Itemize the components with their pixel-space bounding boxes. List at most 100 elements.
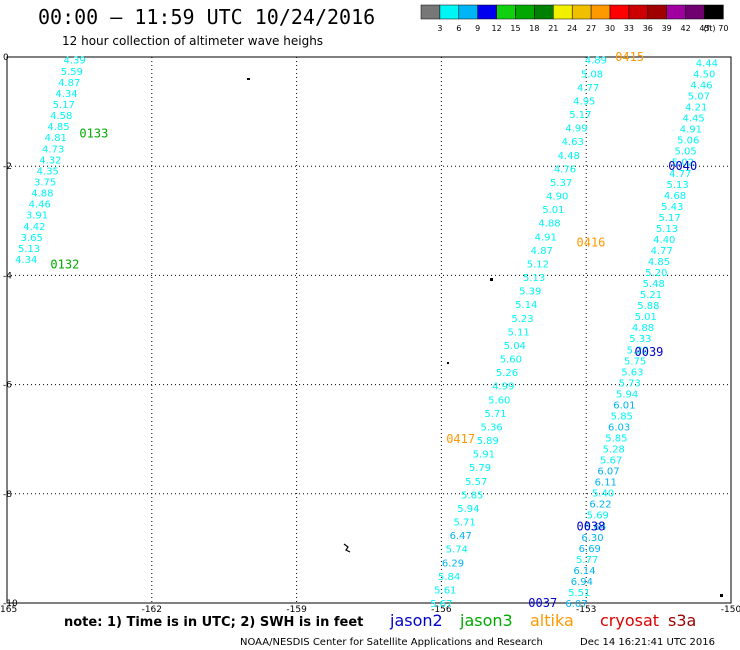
x-tick-label: -165 bbox=[0, 605, 17, 615]
colorbar-label: 39 bbox=[662, 24, 672, 33]
island-marker bbox=[447, 362, 449, 364]
swh-value: 4.44 bbox=[696, 59, 718, 70]
swh-value: 5.06 bbox=[677, 136, 699, 147]
swh-value: 4.34 bbox=[55, 89, 77, 100]
colorbar-swatch bbox=[590, 4, 611, 20]
plot-frame bbox=[6, 56, 732, 604]
swh-value: 5.04 bbox=[504, 341, 526, 352]
colorbar-swatch bbox=[420, 4, 441, 20]
swh-value: 5.28 bbox=[603, 445, 625, 456]
satellite-legend: jason2 jason3 altika cryosat s3a bbox=[389, 611, 696, 630]
swh-value: 5.13 bbox=[666, 180, 688, 191]
swh-value: 5.01 bbox=[542, 205, 564, 216]
swh-value: 5.05 bbox=[674, 147, 696, 158]
swh-value: 5.94 bbox=[457, 504, 479, 515]
island-markers bbox=[247, 78, 723, 597]
swh-value: 5.17 bbox=[569, 110, 591, 121]
x-tick-label: -159 bbox=[286, 605, 307, 615]
swh-value: 4.50 bbox=[693, 70, 715, 81]
x-tick-label: -156 bbox=[431, 605, 452, 615]
time-label: 0415 bbox=[615, 50, 644, 64]
swh-value: 5.84 bbox=[438, 572, 460, 583]
swh-value: 4.95 bbox=[573, 97, 595, 108]
legend-item-jason3: jason3 bbox=[459, 611, 513, 630]
swh-value: 5.73 bbox=[619, 378, 641, 389]
y-tick-label: -8 bbox=[3, 490, 12, 500]
swh-value: 5.85 bbox=[605, 434, 627, 445]
swh-value: 4.46 bbox=[690, 81, 712, 92]
swh-value: 4.77 bbox=[651, 246, 673, 257]
swh-value: 6.30 bbox=[581, 533, 603, 544]
colorbar-swatch bbox=[515, 4, 535, 20]
swh-value: 5.23 bbox=[511, 314, 533, 325]
swh-value: 4.34 bbox=[15, 255, 37, 266]
y-tick-label: 0 bbox=[3, 53, 9, 63]
swh-value: 5.79 bbox=[469, 463, 491, 474]
swh-value: 6.14 bbox=[573, 566, 595, 577]
swh-value: 5.01 bbox=[635, 312, 657, 323]
swh-value: 5.33 bbox=[629, 334, 651, 345]
colorbar-label: 45 bbox=[699, 24, 709, 33]
colorbar-legend: 3 6 9 12 15 18 21 24 27 30 33 36 39 42 45 70(ft) bbox=[420, 4, 728, 33]
swh-value: 5.08 bbox=[581, 69, 603, 80]
swh-value: 5.77 bbox=[576, 555, 598, 566]
colorbar-label: 42 bbox=[681, 24, 691, 33]
swh-value: 4.87 bbox=[531, 246, 553, 257]
swh-value: 5.69 bbox=[587, 511, 609, 522]
colorbar-swatch bbox=[685, 4, 705, 20]
colorbar-swatch bbox=[553, 4, 573, 20]
swh-value: 4.76 bbox=[554, 164, 576, 175]
grid-lines bbox=[7, 57, 731, 603]
x-tick-label: -162 bbox=[142, 605, 162, 615]
swh-value: 4.39 bbox=[63, 56, 85, 67]
swh-value: 6.69 bbox=[579, 544, 601, 555]
x-tick-label: -150 bbox=[721, 605, 740, 615]
colorbar-label: 9 bbox=[475, 24, 480, 33]
time-label: 0133 bbox=[79, 126, 108, 140]
swh-value: 5.07 bbox=[688, 92, 710, 103]
swh-value: 6.22 bbox=[589, 500, 611, 511]
swh-value: 4.99 bbox=[492, 382, 514, 393]
colorbar-swatch bbox=[534, 4, 554, 20]
note-text: note: 1) Time is in UTC; 2) SWH is in fe… bbox=[64, 615, 363, 630]
swh-value: 4.35 bbox=[37, 166, 59, 177]
swh-value: 4.89 bbox=[585, 56, 607, 67]
swh-value: 4.81 bbox=[45, 133, 67, 144]
colorbar-label: 6 bbox=[456, 24, 461, 33]
swh-value: 6.11 bbox=[595, 478, 617, 489]
swh-value: 5.85 bbox=[611, 412, 633, 423]
legend-item-jason2: jason2 bbox=[389, 611, 443, 630]
colorbar-label: 21 bbox=[548, 24, 558, 33]
legend-item-s3a: s3a bbox=[668, 611, 696, 630]
time-label: 0039 bbox=[635, 345, 664, 359]
swh-value: 5.60 bbox=[500, 355, 522, 366]
swh-value: 4.85 bbox=[47, 122, 69, 133]
swh-value: 4.99 bbox=[565, 124, 587, 135]
colorbar-label: 27 bbox=[586, 24, 596, 33]
swh-value: 3.65 bbox=[21, 233, 43, 244]
x-tick-label: -153 bbox=[576, 605, 596, 615]
swh-value: 5.13 bbox=[656, 224, 678, 235]
track-time-labels: 0133 0132 0415 0416 0417 0040 0039 0038 0037 bbox=[50, 50, 697, 610]
swh-value: 5.88 bbox=[637, 301, 659, 312]
swh-value: 5.63 bbox=[621, 367, 643, 378]
y-tick-label: -4 bbox=[3, 271, 12, 281]
swh-value: 4.63 bbox=[562, 137, 584, 148]
colorbar-swatch bbox=[704, 4, 724, 20]
swh-value: 5.85 bbox=[461, 490, 483, 501]
colorbar-swatch bbox=[609, 4, 630, 20]
swh-value: 5.57 bbox=[465, 477, 487, 488]
swh-value: 5.51 bbox=[568, 588, 590, 599]
swh-value: 5.14 bbox=[515, 300, 537, 311]
swh-value: 5.60 bbox=[488, 395, 510, 406]
swh-value: 4.88 bbox=[538, 219, 560, 230]
swh-value: 6.64 bbox=[584, 522, 606, 533]
swh-value: 5.17 bbox=[658, 213, 680, 224]
swh-value: 5.74 bbox=[446, 545, 468, 556]
swh-value: 3.75 bbox=[34, 178, 56, 189]
swh-value: 4.42 bbox=[23, 222, 45, 233]
swh-value: 6.47 bbox=[450, 531, 472, 542]
swh-value: 4.87 bbox=[58, 78, 80, 89]
swh-value: 6.03 bbox=[608, 423, 630, 434]
colorbar-label: 70 bbox=[718, 24, 728, 33]
